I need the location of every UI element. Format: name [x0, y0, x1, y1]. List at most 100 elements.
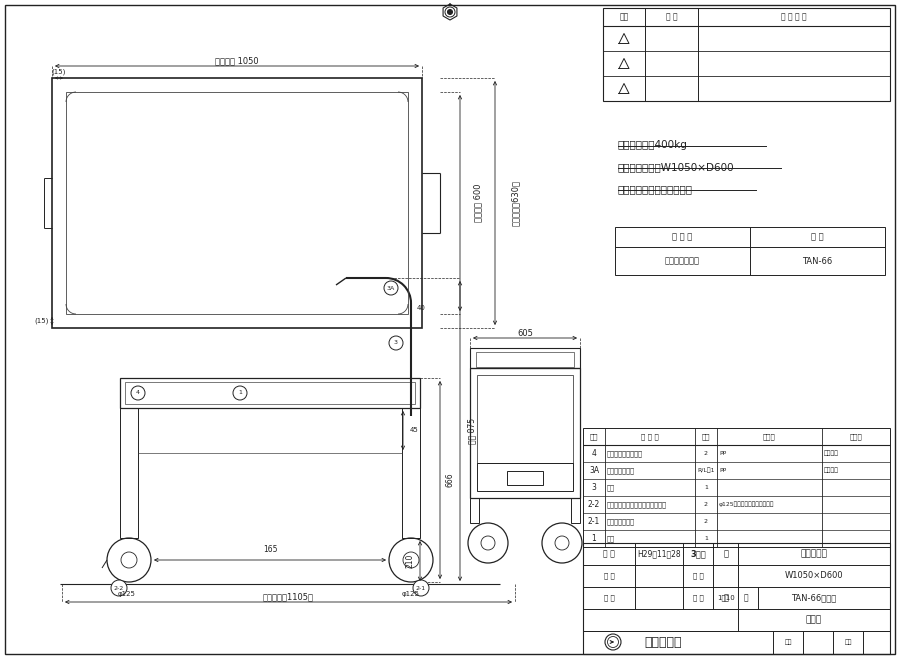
- Text: 株式サカエ: 株式サカエ: [644, 635, 682, 648]
- Text: グレー色: グレー色: [824, 468, 839, 473]
- Bar: [402, 408, 420, 538]
- Text: 荷台寸法 600: 荷台寸法 600: [473, 184, 482, 222]
- Text: 製 図: 製 図: [693, 573, 704, 579]
- Text: 外観図: 外観図: [806, 616, 822, 625]
- Text: 塗 装 色: 塗 装 色: [672, 233, 693, 241]
- Text: 部 品 名: 部 品 名: [641, 433, 659, 440]
- Text: グレー色: グレー色: [824, 451, 839, 456]
- Text: 3觓法: 3觓法: [690, 550, 706, 558]
- Circle shape: [413, 580, 429, 596]
- Text: 外形寸法（630）: 外形寸法（630）: [510, 180, 519, 226]
- Text: 4: 4: [591, 449, 597, 458]
- Bar: [583, 631, 890, 654]
- Text: 個数: 個数: [702, 433, 710, 440]
- Bar: [615, 227, 885, 275]
- Text: TAN-66: TAN-66: [803, 256, 833, 266]
- Text: R/L劄1: R/L劄1: [698, 468, 715, 473]
- Text: 葉番: 葉番: [844, 639, 851, 645]
- Text: 材　質: 材 質: [763, 433, 776, 440]
- Text: 符号: 符号: [619, 13, 628, 22]
- Text: 1: 1: [704, 536, 708, 541]
- Bar: [470, 498, 479, 523]
- Text: 3: 3: [591, 483, 597, 492]
- Text: 特製四輪車: 特製四輪車: [801, 550, 827, 558]
- Text: 取手ブラケット: 取手ブラケット: [607, 467, 635, 474]
- Text: 変 更 内 容: 変 更 内 容: [781, 13, 806, 22]
- Text: 称: 称: [724, 594, 728, 602]
- Circle shape: [389, 336, 403, 350]
- Text: 210: 210: [406, 554, 415, 568]
- Text: 2-1: 2-1: [416, 585, 426, 590]
- Circle shape: [111, 580, 127, 596]
- Bar: [583, 428, 890, 547]
- Text: 666: 666: [446, 473, 454, 487]
- Bar: [603, 8, 890, 101]
- Text: 荷台有効寸法：W1050×D600: 荷台有効寸法：W1050×D600: [618, 162, 734, 172]
- Text: 本体: 本体: [607, 535, 615, 542]
- Text: 外形寸法（1105）: 外形寸法（1105）: [263, 592, 314, 602]
- Bar: [470, 368, 580, 498]
- Text: 3A: 3A: [589, 466, 599, 475]
- Text: 尺 度: 尺 度: [693, 594, 704, 601]
- Text: 3: 3: [394, 341, 398, 345]
- Text: 605: 605: [518, 328, 533, 337]
- Circle shape: [233, 386, 247, 400]
- Text: 165: 165: [263, 546, 277, 554]
- Bar: [120, 408, 138, 538]
- Text: 名: 名: [724, 550, 728, 558]
- Bar: [571, 498, 580, 523]
- Text: 2: 2: [704, 502, 708, 507]
- Text: 承 認: 承 認: [604, 573, 615, 579]
- Text: 品 番: 品 番: [811, 233, 824, 241]
- Circle shape: [131, 386, 145, 400]
- Text: 1: 1: [591, 534, 597, 543]
- Circle shape: [447, 9, 453, 14]
- Bar: [120, 378, 420, 408]
- Bar: [125, 382, 415, 404]
- Bar: [507, 471, 543, 485]
- Text: H29．11．28: H29．11．28: [637, 550, 680, 558]
- Text: 全高 875: 全高 875: [467, 418, 476, 444]
- Text: 1: 1: [704, 485, 708, 490]
- Text: PP: PP: [719, 451, 726, 456]
- Text: 45: 45: [410, 427, 418, 433]
- Text: コーナークッション: コーナークッション: [607, 450, 643, 457]
- Text: 備　考: 備 考: [850, 433, 862, 440]
- Text: W1050×D600: W1050×D600: [785, 571, 843, 581]
- Text: 2-2: 2-2: [114, 585, 124, 590]
- Text: 40: 40: [417, 305, 426, 311]
- Bar: [476, 352, 574, 367]
- Text: 前後キャスター（ストッパー付）: 前後キャスター（ストッパー付）: [607, 501, 667, 508]
- Bar: [477, 375, 573, 463]
- Text: 日 付: 日 付: [666, 13, 678, 22]
- Circle shape: [384, 281, 398, 295]
- Text: φ125: φ125: [118, 591, 136, 597]
- Text: 作 成: 作 成: [603, 550, 615, 558]
- Bar: [470, 348, 580, 368]
- Text: 西: 西: [743, 594, 748, 602]
- Text: キャスターは前後入替可能: キャスターは前後入替可能: [618, 184, 693, 194]
- Text: サカエグリーン: サカエグリーン: [665, 256, 700, 266]
- Text: φ125ゴム車（スチール金具）: φ125ゴム車（スチール金具）: [719, 501, 775, 507]
- Text: 取手: 取手: [607, 484, 615, 491]
- Text: (15): (15): [35, 318, 50, 324]
- Text: φ125: φ125: [402, 591, 420, 597]
- Text: 2: 2: [704, 519, 708, 524]
- Text: 4: 4: [136, 391, 140, 395]
- Text: 設 計: 設 計: [604, 594, 615, 601]
- Text: 図番: 図番: [784, 639, 792, 645]
- Text: 荷台寸法 1050: 荷台寸法 1050: [215, 57, 259, 65]
- Text: TAN-66タイプ: TAN-66タイプ: [791, 594, 837, 602]
- Text: 3A: 3A: [387, 285, 395, 291]
- Text: 2: 2: [704, 451, 708, 456]
- Bar: [66, 92, 408, 314]
- Text: 品番: 品番: [590, 433, 598, 440]
- Text: 2-1: 2-1: [588, 517, 600, 526]
- Text: (15): (15): [52, 69, 67, 75]
- Bar: [477, 463, 573, 491]
- Bar: [52, 78, 422, 328]
- Text: 前後キャスター: 前後キャスター: [607, 518, 635, 525]
- Text: 2-2: 2-2: [588, 500, 600, 509]
- Text: 1: 1: [238, 391, 242, 395]
- Text: PP: PP: [719, 468, 726, 473]
